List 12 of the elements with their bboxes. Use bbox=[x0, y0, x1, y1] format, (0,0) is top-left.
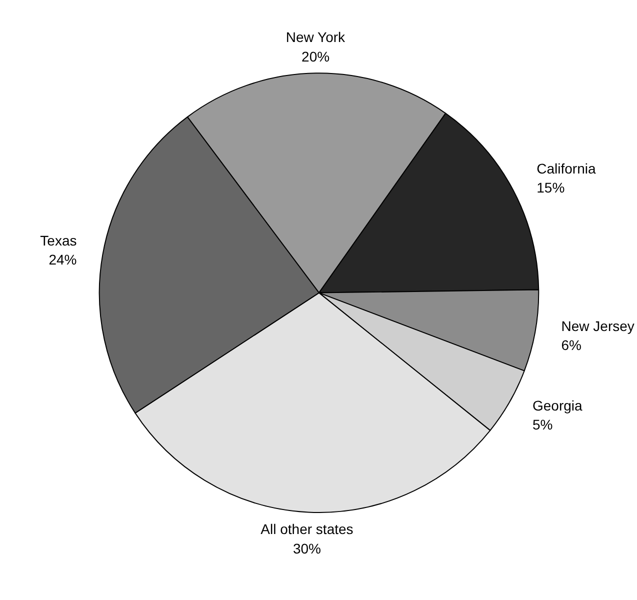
slice-label: All other states bbox=[260, 521, 354, 538]
slice-label: California bbox=[536, 160, 596, 176]
data-label: 20% bbox=[302, 48, 330, 64]
slice-label: New Jersey bbox=[561, 318, 634, 334]
data-label: 24% bbox=[48, 252, 77, 268]
data-label: 15% bbox=[536, 180, 565, 196]
slice-label: Georgia bbox=[532, 398, 583, 414]
data-label: 6% bbox=[561, 337, 582, 354]
data-label: 5% bbox=[532, 416, 553, 433]
slice-label: Texas bbox=[40, 232, 77, 248]
data-label: 30% bbox=[292, 540, 322, 556]
slice-label: New York bbox=[286, 29, 346, 46]
